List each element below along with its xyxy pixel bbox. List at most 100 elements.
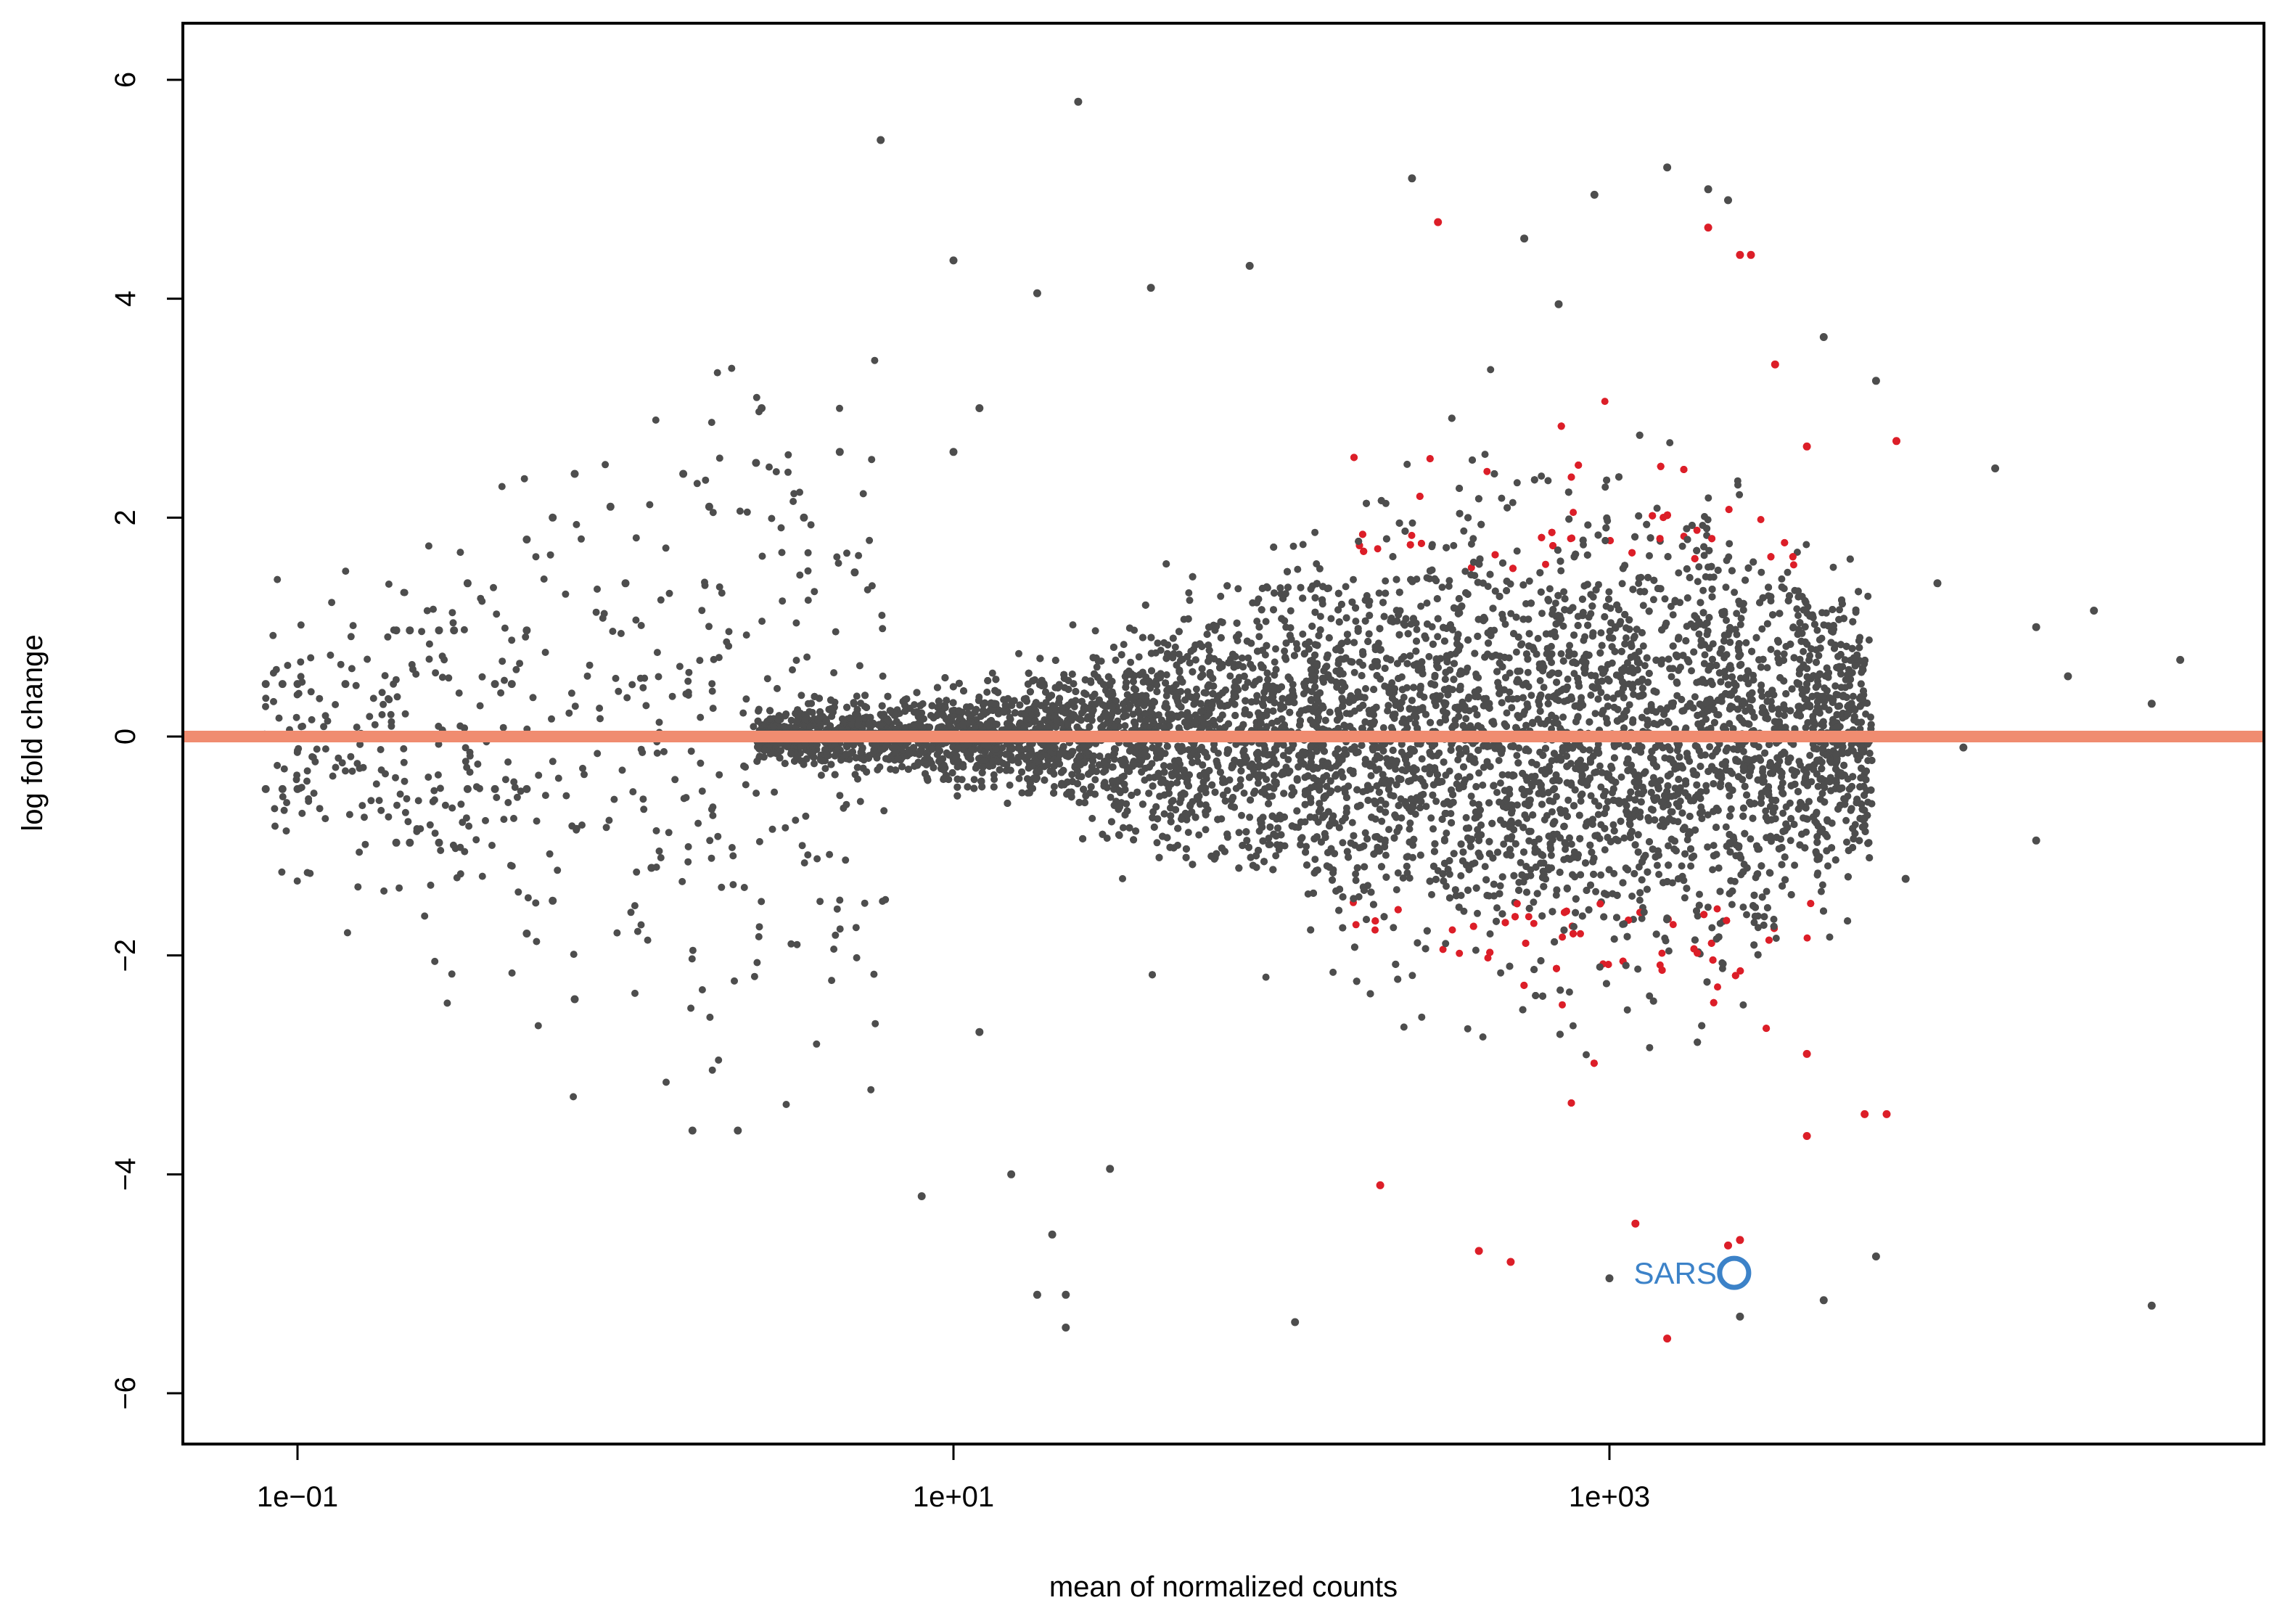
y-tick-label-4: −2 (110, 939, 141, 972)
point-nonsig-67 (1736, 1312, 1744, 1321)
point-nonsig-29 (647, 864, 656, 872)
point-nonsig-32 (688, 1126, 697, 1135)
point-nonsig-60 (1663, 163, 1672, 172)
point-nonsig-53 (1146, 284, 1155, 292)
point-nonsig-51 (917, 1192, 926, 1200)
point-nonsig-48 (1033, 1290, 1041, 1299)
point-nonsig-21 (522, 536, 531, 544)
x-axis: 1e−01 1e+01 1e+03 (257, 1443, 1650, 1513)
point-nonsig-58 (1554, 300, 1563, 308)
point-nonsig-77 (1933, 579, 1942, 588)
y-tick-label-1: 4 (110, 291, 141, 307)
point-nonsig-9 (435, 626, 443, 635)
point-nonsig-57 (1520, 234, 1529, 243)
annotation-label-sars: SARS (1634, 1256, 1717, 1290)
point-sig-1 (1704, 223, 1712, 232)
point-nonsig-56 (1408, 174, 1416, 183)
y-axis: 6 4 2 0 −2 −4 −6 (110, 72, 184, 1410)
y-tick-label-3: 0 (110, 729, 141, 745)
point-nonsig-20 (491, 784, 499, 793)
point-nonsig-2 (293, 680, 302, 689)
point-sig-5 (1802, 442, 1811, 451)
point-nonsig-64 (1871, 377, 1880, 385)
point-nonsig-34 (758, 404, 766, 412)
point-sig-15 (1506, 1258, 1515, 1266)
point-sig-9 (1663, 1334, 1672, 1343)
y-tick-label-6: −6 (110, 1377, 141, 1410)
point-nonsig-66 (1819, 1296, 1828, 1305)
point-nonsig-1 (278, 680, 287, 689)
point-sig-16 (1376, 1181, 1384, 1189)
point-sig-0 (1434, 218, 1443, 226)
point-nonsig-39 (877, 136, 885, 144)
point-nonsig-45 (975, 1028, 984, 1036)
point-nonsig-49 (1062, 1290, 1070, 1299)
point-nonsig-19 (463, 784, 472, 793)
x-axis-title: mean of normalized counts (1049, 1571, 1398, 1603)
point-nonsig-0 (261, 680, 270, 689)
point-sig-4 (1771, 360, 1779, 369)
x-tick-label-0: 1e−01 (257, 1481, 338, 1513)
point-sig-10 (1724, 1241, 1732, 1250)
point-nonsig-41 (949, 448, 958, 456)
point-nonsig-44 (1074, 97, 1083, 106)
point-nonsig-43 (1033, 289, 1041, 298)
point-nonsig-69 (1991, 464, 2000, 472)
point-nonsig-24 (522, 930, 531, 938)
point-nonsig-78 (1959, 743, 1968, 752)
point-sig-14 (1474, 1247, 1483, 1255)
point-sig-12 (1892, 437, 1900, 446)
point-nonsig-79 (1901, 874, 1910, 883)
point-nonsig-76 (2032, 836, 2040, 845)
point-sig-2 (1736, 250, 1744, 259)
point-nonsig-28 (621, 579, 630, 588)
point-nonsig-15 (491, 680, 499, 689)
point-nonsig-25 (549, 896, 557, 905)
point-nonsig-72 (2147, 700, 2156, 708)
point-nonsig-46 (1007, 1170, 1016, 1178)
point-sig-17 (1631, 1219, 1640, 1228)
point-nonsig-12 (406, 838, 414, 847)
point-nonsig-68 (1605, 1274, 1614, 1283)
y-tick-label-2: 2 (110, 509, 141, 525)
annotation-marker-sars (1717, 1255, 1752, 1290)
annotation-layer: SARS (1634, 1255, 1752, 1290)
point-nonsig-73 (2147, 1301, 2156, 1310)
point-nonsig-75 (2064, 672, 2072, 681)
point-nonsig-61 (1704, 185, 1712, 194)
point-nonsig-36 (800, 513, 808, 522)
point-nonsig-11 (392, 838, 401, 847)
point-sig-3 (1747, 250, 1755, 259)
point-nonsig-8 (406, 626, 414, 635)
y-tick-label-0: 6 (110, 72, 141, 88)
point-nonsig-17 (522, 626, 531, 635)
y-tick-label-5: −4 (110, 1158, 141, 1192)
point-nonsig-71 (2176, 655, 2185, 664)
point-nonsig-22 (549, 513, 557, 522)
point-nonsig-33 (734, 1126, 742, 1135)
data-points (261, 97, 2185, 1343)
point-nonsig-63 (1819, 333, 1828, 341)
point-sig-7 (1802, 1132, 1811, 1140)
point-nonsig-13 (435, 838, 443, 847)
point-nonsig-70 (2090, 607, 2099, 615)
point-nonsig-14 (463, 579, 472, 588)
point-sig-6 (1802, 1049, 1811, 1058)
point-nonsig-62 (1724, 196, 1732, 205)
point-nonsig-27 (606, 502, 615, 511)
point-nonsig-10 (450, 626, 459, 635)
point-nonsig-35 (752, 459, 760, 467)
point-nonsig-50 (1062, 1324, 1070, 1332)
point-nonsig-7 (392, 626, 401, 635)
point-nonsig-6 (341, 680, 350, 689)
point-nonsig-65 (1871, 1252, 1880, 1260)
point-nonsig-23 (570, 469, 579, 478)
point-nonsig-31 (705, 502, 713, 511)
point-nonsig-18 (522, 784, 531, 793)
point-nonsig-4 (278, 784, 287, 793)
point-sig-8 (1736, 1236, 1744, 1244)
point-sig-13 (1882, 1110, 1891, 1118)
point-nonsig-54 (1245, 261, 1254, 270)
point-nonsig-42 (975, 404, 984, 412)
